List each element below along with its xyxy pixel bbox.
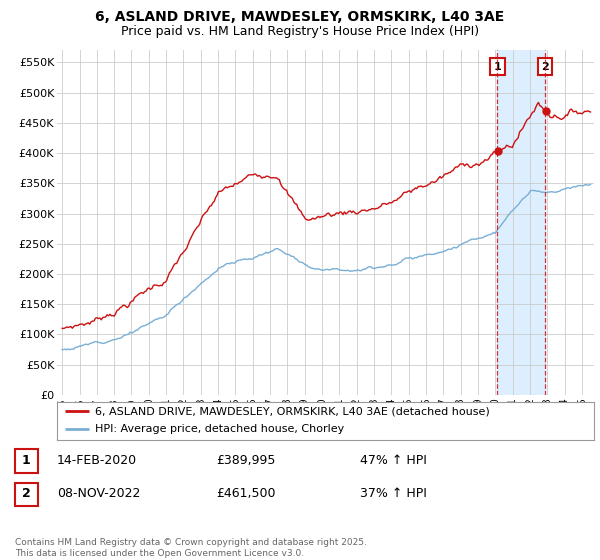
Text: 1: 1 — [22, 454, 31, 467]
Text: Contains HM Land Registry data © Crown copyright and database right 2025.
This d: Contains HM Land Registry data © Crown c… — [15, 538, 367, 558]
Text: £461,500: £461,500 — [216, 487, 275, 501]
Text: 08-NOV-2022: 08-NOV-2022 — [57, 487, 140, 501]
Text: 2: 2 — [541, 62, 549, 72]
Text: 47% ↑ HPI: 47% ↑ HPI — [360, 454, 427, 467]
Text: 37% ↑ HPI: 37% ↑ HPI — [360, 487, 427, 501]
Text: £389,995: £389,995 — [216, 454, 275, 467]
Text: Price paid vs. HM Land Registry's House Price Index (HPI): Price paid vs. HM Land Registry's House … — [121, 25, 479, 38]
Text: 6, ASLAND DRIVE, MAWDESLEY, ORMSKIRK, L40 3AE (detached house): 6, ASLAND DRIVE, MAWDESLEY, ORMSKIRK, L4… — [95, 406, 490, 416]
Text: HPI: Average price, detached house, Chorley: HPI: Average price, detached house, Chor… — [95, 424, 344, 434]
Text: 14-FEB-2020: 14-FEB-2020 — [57, 454, 137, 467]
Bar — [497, 50, 545, 395]
Text: 2: 2 — [22, 487, 31, 501]
Text: 1: 1 — [493, 62, 501, 72]
Text: 6, ASLAND DRIVE, MAWDESLEY, ORMSKIRK, L40 3AE: 6, ASLAND DRIVE, MAWDESLEY, ORMSKIRK, L4… — [95, 10, 505, 24]
